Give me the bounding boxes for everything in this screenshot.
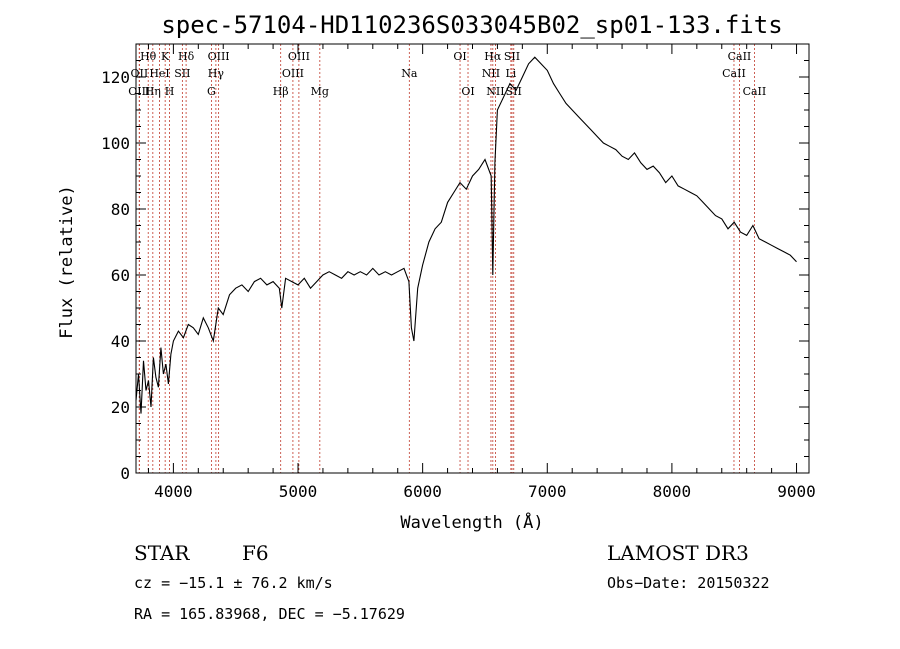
spectral-line-label: NII	[486, 85, 504, 98]
chart-title: spec-57104-HD110236S033045B02_sp01-133.f…	[161, 11, 782, 39]
spectral-line-label: Hδ	[178, 50, 195, 63]
spectral-line-label: Hθ	[140, 50, 157, 63]
y-tick-label: 0	[120, 464, 130, 483]
spectral-line-label: OIII	[128, 85, 150, 98]
spectral-line-label: SII	[504, 50, 520, 63]
spectral-line-label: OI	[453, 50, 466, 63]
spectrum-line	[135, 56, 797, 414]
spectral-line-label: CaII	[722, 67, 746, 80]
x-tick-label: 4000	[154, 482, 193, 501]
y-tick-label: 100	[101, 134, 130, 153]
spectral-line-label: Hγ	[208, 67, 225, 80]
spectral-line-label: OII	[131, 67, 149, 80]
coordinates: RA = 165.83968, DEC = −5.17629	[134, 605, 405, 623]
spectral-line-label: SII	[506, 85, 522, 98]
plot-frame	[135, 43, 810, 474]
spectral-line-label: OIII	[288, 50, 310, 63]
survey-name: LAMOST DR3	[607, 541, 749, 565]
x-tick-label: 7000	[528, 482, 567, 501]
spectral-line-label: OI	[461, 85, 474, 98]
spectral-line-label: CaII	[728, 50, 752, 63]
spectral-line-label: K	[161, 50, 170, 63]
y-tick-label: 40	[111, 332, 130, 351]
x-tick-label: 9000	[777, 482, 816, 501]
x-axis: 4000 5000 6000 7000 8000 9000	[147, 44, 816, 501]
x-tick-label: 8000	[653, 482, 692, 501]
observation-date: Obs−Date: 20150322	[607, 574, 770, 592]
subclass: F6	[242, 541, 269, 565]
spectral-line-label: G	[207, 85, 216, 98]
spectral-line-label: H	[165, 85, 175, 98]
y-tick-label: 20	[111, 398, 130, 417]
spectral-line-label: Na	[401, 67, 418, 80]
y-axis: 0 20 40 60 80 100 120	[101, 60, 809, 483]
spectral-line-label: CaII	[743, 85, 767, 98]
y-axis-label: Flux (relative)	[57, 185, 77, 339]
x-tick-label: 6000	[403, 482, 442, 501]
spectral-line-label: Hα	[484, 50, 502, 63]
spectral-line-label: Li	[505, 67, 516, 80]
spectral-line-label: SII	[174, 67, 190, 80]
spectral-line-labels: Hθ OII OIII K HeI Hη Hδ SII H OIII Hγ G OIII OIII Hβ Mg…	[128, 50, 766, 98]
y-tick-label: 80	[111, 200, 130, 219]
spectral-line-label: OIII	[208, 50, 230, 63]
spectral-line-label: OIII	[282, 67, 304, 80]
x-tick-label: 5000	[279, 482, 318, 501]
y-tick-label: 120	[101, 68, 130, 87]
spectral-line-markers	[138, 44, 755, 473]
y-tick-label: 60	[111, 266, 130, 285]
spectral-line-label: Hβ	[273, 85, 289, 98]
x-axis-label: Wavelength (Å)	[400, 511, 543, 533]
spectral-line-label: Hη	[145, 85, 161, 98]
spectral-line-label: Mg	[311, 85, 329, 98]
spectral-line-label: NII	[482, 67, 500, 80]
object-class: STAR	[134, 541, 190, 565]
redshift-cz: cz = −15.1 ± 76.2 km/s	[134, 574, 333, 592]
spectral-line-label: HeI	[149, 67, 169, 80]
